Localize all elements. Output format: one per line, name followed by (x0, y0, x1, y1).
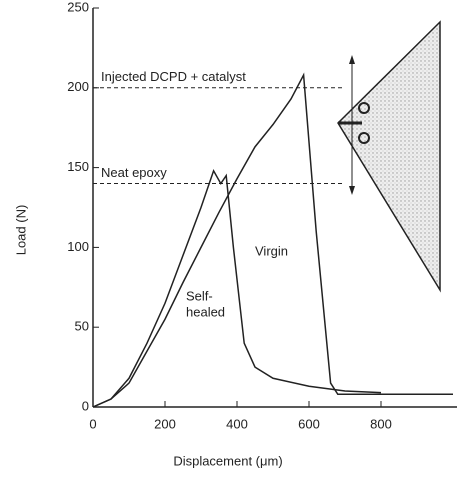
y-tick-label: 150 (67, 159, 89, 174)
specimen-inset (337, 20, 441, 293)
x-tick-label: 600 (298, 416, 320, 431)
y-tick-label: 250 (67, 0, 89, 14)
x-tick-label: 800 (370, 416, 392, 431)
x-tick-label: 200 (154, 416, 176, 431)
reference-label: Injected DCPD + catalyst (101, 69, 246, 84)
y-tick-label: 50 (75, 319, 89, 334)
y-tick-label: 100 (67, 239, 89, 254)
x-tick-label: 400 (226, 416, 248, 431)
y-axis-title: Load (N) (13, 205, 28, 256)
y-tick-label: 200 (67, 79, 89, 94)
series-line (92, 168, 382, 408)
reference-label: Neat epoxy (101, 165, 167, 180)
x-tick-label: 0 (89, 416, 96, 431)
y-tick-label: 0 (82, 398, 89, 413)
series-line (92, 72, 453, 408)
series-label: Self- (186, 288, 213, 303)
series-label: healed (186, 304, 225, 319)
series-label: Virgin (255, 243, 288, 258)
x-axis-title: Displacement (μm) (173, 453, 282, 468)
